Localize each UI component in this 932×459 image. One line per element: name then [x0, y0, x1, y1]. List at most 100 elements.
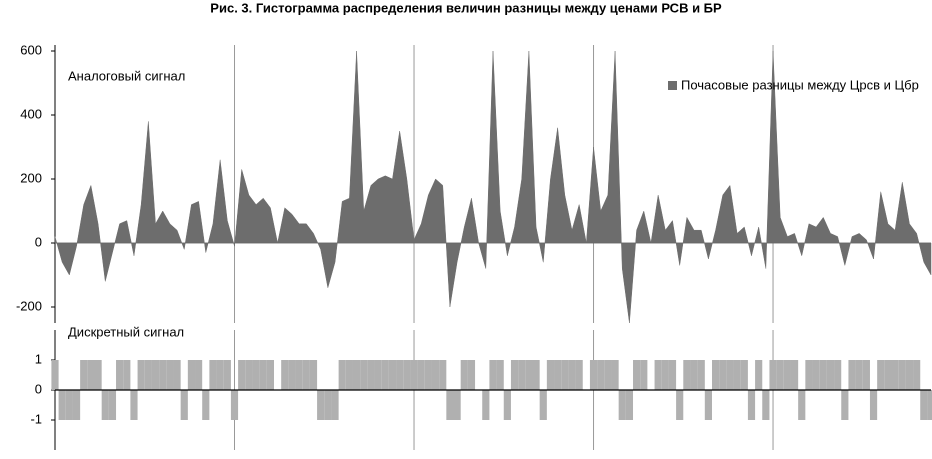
bar	[65, 390, 73, 420]
bar	[180, 390, 188, 420]
bar	[690, 360, 698, 390]
bar	[108, 390, 117, 420]
bar	[72, 390, 81, 420]
bar	[661, 360, 669, 390]
bar	[130, 390, 138, 420]
bar	[712, 360, 720, 390]
bar	[281, 360, 289, 390]
bar	[654, 360, 662, 390]
bar	[518, 360, 526, 390]
bar	[927, 390, 932, 420]
bar	[747, 390, 756, 420]
y-tick-label: 200	[20, 170, 42, 185]
y-tick-label: 0	[35, 381, 42, 396]
bar	[783, 360, 791, 390]
bar	[317, 390, 325, 420]
bar	[841, 390, 849, 420]
bar	[539, 390, 547, 420]
bar	[467, 360, 476, 390]
bar	[869, 390, 878, 420]
bar	[790, 360, 799, 390]
bar	[302, 360, 310, 390]
bar	[855, 360, 863, 390]
legend-label: Почасовые разницы между Црсв и Цбр	[681, 77, 919, 92]
bar	[819, 360, 827, 390]
bar	[676, 390, 684, 420]
bar	[144, 360, 152, 390]
bar	[762, 390, 770, 420]
y-tick-label: 400	[20, 106, 42, 121]
bar	[424, 360, 432, 390]
bar	[625, 390, 634, 420]
bar	[187, 360, 196, 390]
bar	[101, 390, 109, 420]
bar	[431, 360, 440, 390]
bar	[245, 360, 253, 390]
bar	[345, 360, 353, 390]
bar	[137, 360, 145, 390]
bar	[776, 360, 784, 390]
bar	[417, 360, 425, 390]
bar	[381, 360, 389, 390]
bar	[352, 360, 361, 390]
bar	[726, 360, 734, 390]
bar	[898, 360, 906, 390]
panel-label: Аналоговый сигнал	[68, 68, 185, 83]
bar	[668, 360, 677, 390]
y-tick-label: 0	[35, 234, 42, 249]
bar	[388, 360, 397, 390]
bar	[604, 360, 612, 390]
bar	[905, 360, 914, 390]
bar	[266, 360, 274, 390]
bar	[640, 360, 648, 390]
bar	[403, 360, 411, 390]
bar	[554, 360, 562, 390]
bar	[453, 390, 461, 420]
bar	[288, 360, 296, 390]
bar	[396, 360, 404, 390]
bar	[891, 360, 899, 390]
bar	[589, 360, 598, 390]
bar	[116, 360, 124, 390]
bar	[546, 360, 555, 390]
bar	[151, 360, 160, 390]
bar	[618, 390, 626, 420]
bar	[259, 360, 267, 390]
bar	[123, 360, 131, 390]
bar	[460, 360, 468, 390]
bar	[195, 360, 203, 390]
bar	[848, 360, 856, 390]
bar	[209, 360, 217, 390]
bar	[489, 360, 497, 390]
bar	[216, 360, 224, 390]
bar	[367, 360, 375, 390]
bar	[223, 360, 231, 390]
bar	[51, 360, 59, 390]
bar	[324, 390, 332, 420]
bar	[173, 360, 181, 390]
bar	[704, 390, 712, 420]
bar	[360, 360, 368, 390]
bar	[920, 390, 928, 420]
bar	[252, 360, 260, 390]
bar	[230, 390, 239, 420]
bar	[769, 360, 777, 390]
bar	[697, 360, 705, 390]
y-tick-label: -1	[30, 411, 42, 426]
bar	[884, 360, 892, 390]
bar	[532, 360, 540, 390]
bar	[510, 360, 519, 390]
bar	[575, 360, 583, 390]
bar	[503, 390, 511, 420]
bar	[740, 360, 748, 390]
bar	[597, 360, 605, 390]
bar	[202, 390, 210, 420]
bar	[58, 390, 66, 420]
bar	[733, 360, 741, 390]
bar	[309, 360, 318, 390]
bar	[446, 390, 454, 420]
bar	[812, 360, 820, 390]
bar	[496, 360, 504, 390]
bar	[331, 390, 339, 420]
bar	[166, 360, 174, 390]
